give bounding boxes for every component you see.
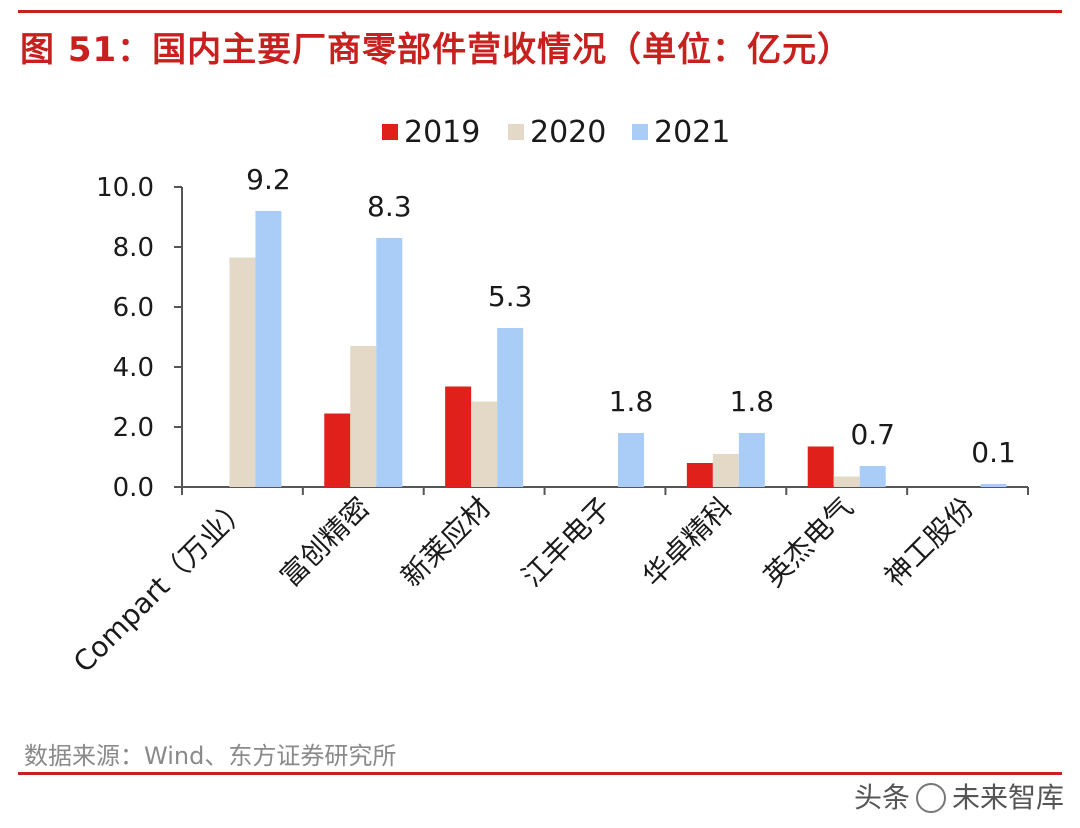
top-rule [18, 10, 1062, 13]
bar-2019-2 [324, 413, 351, 487]
bar-2020-5 [712, 454, 739, 487]
legend-label-2020: 2020 [530, 115, 606, 150]
data-label: 1.8 [609, 385, 654, 418]
bar-2021-1 [255, 211, 282, 487]
bar-2021-2 [376, 238, 403, 487]
watermark-prefix: 头条 [854, 781, 911, 814]
source-note: 数据来源：Wind、东方证券研究所 [24, 742, 397, 770]
legend-label-2019: 2019 [404, 115, 480, 150]
bottom-rule [18, 772, 1062, 775]
x-category-label: 英杰电气 [757, 491, 860, 594]
x-category-label: 华卓精科 [636, 491, 739, 594]
y-tick-label: 4.0 [113, 353, 154, 383]
legend-swatch-2019 [382, 124, 398, 140]
data-label: 8.3 [367, 190, 412, 223]
watermark-logo-icon [916, 783, 947, 813]
data-label: 1.8 [730, 385, 775, 418]
data-label: 0.7 [850, 418, 895, 451]
bar-2021-5 [738, 433, 765, 487]
x-category-label: 神工股份 [878, 491, 981, 594]
x-category-label: 江丰电子 [515, 491, 618, 594]
bar-2019-5 [686, 463, 713, 487]
legend-swatch-2021 [632, 124, 648, 140]
y-tick-label: 0.0 [113, 473, 154, 503]
watermark: 头条 未来智库 [854, 776, 1064, 816]
bar-chart: 0.0 2.0 4.0 6.0 8.0 10.0 9.2 8.3 5.3 1.8 1.8 0.7 0.1… [67, 115, 1029, 679]
bar-2019-3 [445, 386, 472, 487]
y-tick-label: 8.0 [113, 233, 154, 263]
data-label: 0.1 [971, 436, 1016, 469]
data-label: 5.3 [488, 280, 533, 313]
x-category-label: Compart（万业） [67, 491, 255, 679]
bar-2020-6 [833, 476, 860, 487]
bar-2020-1 [229, 257, 256, 487]
bar-2021-3 [497, 328, 524, 487]
bar-2021-6 [859, 466, 886, 487]
y-tick-label: 10.0 [96, 173, 154, 203]
bar-2020-3 [471, 401, 498, 487]
bar-2021-4 [618, 433, 644, 487]
legend-label-2021: 2021 [654, 115, 730, 150]
bar-2019-6 [807, 446, 834, 487]
bar-2020-2 [350, 346, 377, 487]
legend-swatch-2020 [508, 124, 524, 140]
watermark-handle: 未来智库 [952, 781, 1065, 814]
x-category-label: 富创精密 [274, 491, 377, 594]
y-tick-label: 6.0 [113, 293, 154, 323]
x-category-label: 新莱应材 [395, 491, 498, 594]
chart-title: 图 51：国内主要厂商零部件营收情况（单位：亿元） [20, 30, 853, 70]
data-label: 9.2 [246, 163, 291, 196]
bar-2021-7 [980, 484, 1007, 487]
y-tick-label: 2.0 [113, 413, 154, 443]
